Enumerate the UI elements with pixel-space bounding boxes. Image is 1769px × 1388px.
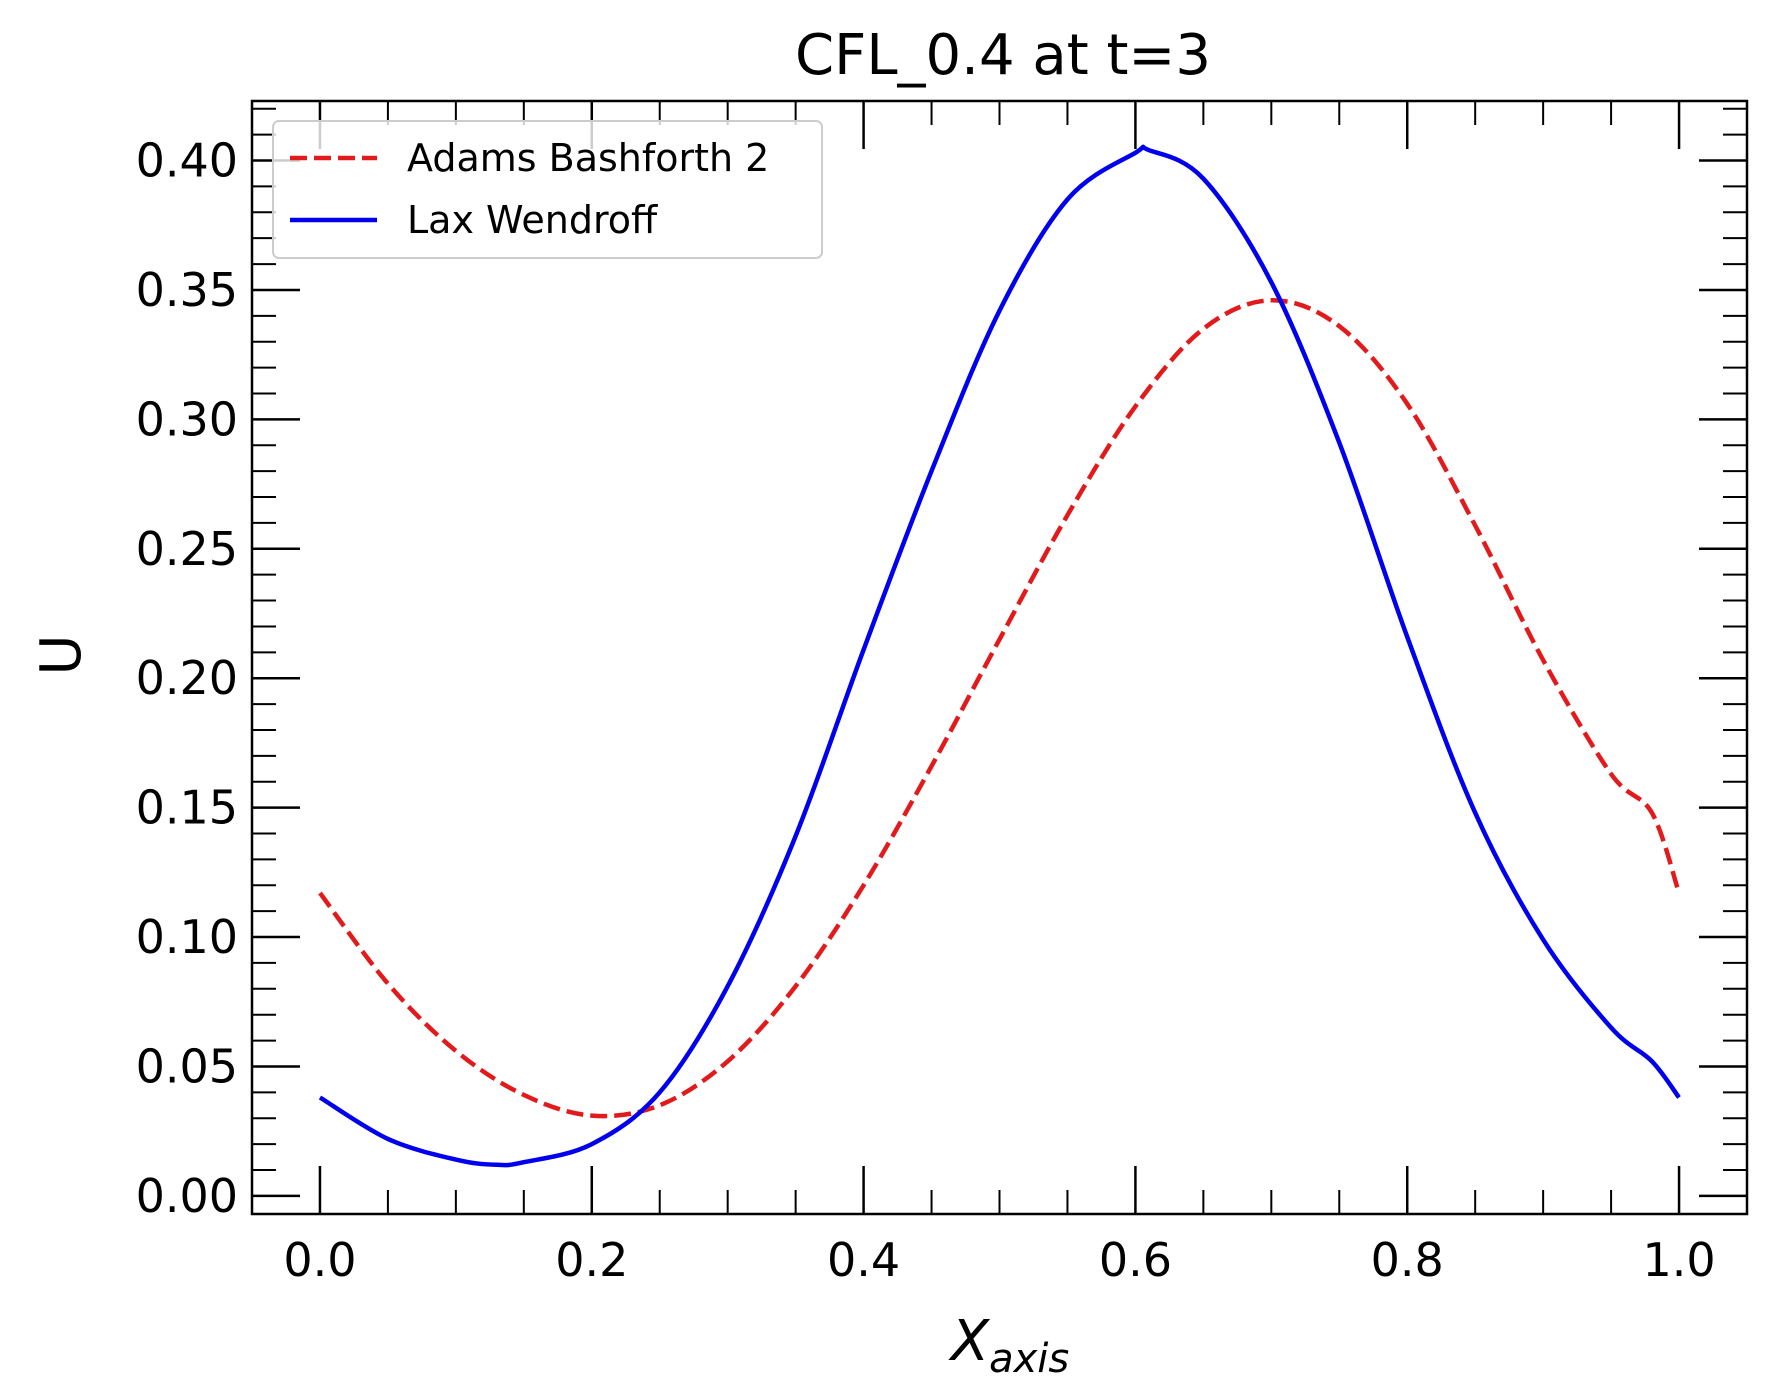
y-tick-label: 0.15 <box>136 781 238 835</box>
x-tick-label: 0.6 <box>1099 1233 1172 1287</box>
y-tick-label: 0.10 <box>136 910 238 964</box>
y-axis-label: U <box>29 635 94 676</box>
y-axis: 0.00 0.05 0.10 0.15 0.20 0.25 0.30 0.35 0.40 <box>136 107 1747 1223</box>
x-tick-label: 0.8 <box>1371 1233 1444 1287</box>
x-tick-label: 0.4 <box>827 1233 900 1287</box>
series-layer <box>318 144 1682 1168</box>
legend-label-lax-wendroff: Lax Wendroff <box>407 198 658 242</box>
x-axis-label-base: X <box>948 1309 991 1374</box>
y-tick-label: 0.05 <box>136 1039 238 1093</box>
legend: Adams Bashforth 2 Lax Wendroff <box>272 120 823 259</box>
series-line-lax-wendroff <box>318 144 1681 1168</box>
y-tick-label: 0.40 <box>136 134 238 188</box>
y-tick-label: 0.30 <box>136 392 238 446</box>
x-axis-label-sub: axis <box>989 1336 1069 1382</box>
chart-title: CFL_0.4 at t=3 <box>795 23 1211 88</box>
x-axis-label: Xaxis <box>948 1309 1070 1382</box>
x-tick-label: 0.0 <box>283 1233 356 1287</box>
series-line-adams-bashforth-2 <box>318 298 1682 1119</box>
y-tick-label: 0.25 <box>136 522 238 576</box>
x-tick-label: 0.2 <box>555 1233 628 1287</box>
legend-box <box>272 120 823 259</box>
plot-area: 0.0 0.2 0.4 0.6 0.8 1.0 0.000.050.100.150.200… <box>136 99 1749 1287</box>
y-tick-label: 0.00 <box>136 1169 238 1223</box>
x-axis: 0.0 0.2 0.4 0.6 0.8 1.0 <box>283 101 1716 1287</box>
x-tick-label: 1.0 <box>1642 1233 1715 1287</box>
plot-frame <box>250 99 1749 1216</box>
y-tick-label: 0.20 <box>136 651 238 705</box>
y-tick-label: 0.35 <box>136 263 238 317</box>
legend-label-adams-bashforth-2: Adams Bashforth 2 <box>407 136 769 180</box>
